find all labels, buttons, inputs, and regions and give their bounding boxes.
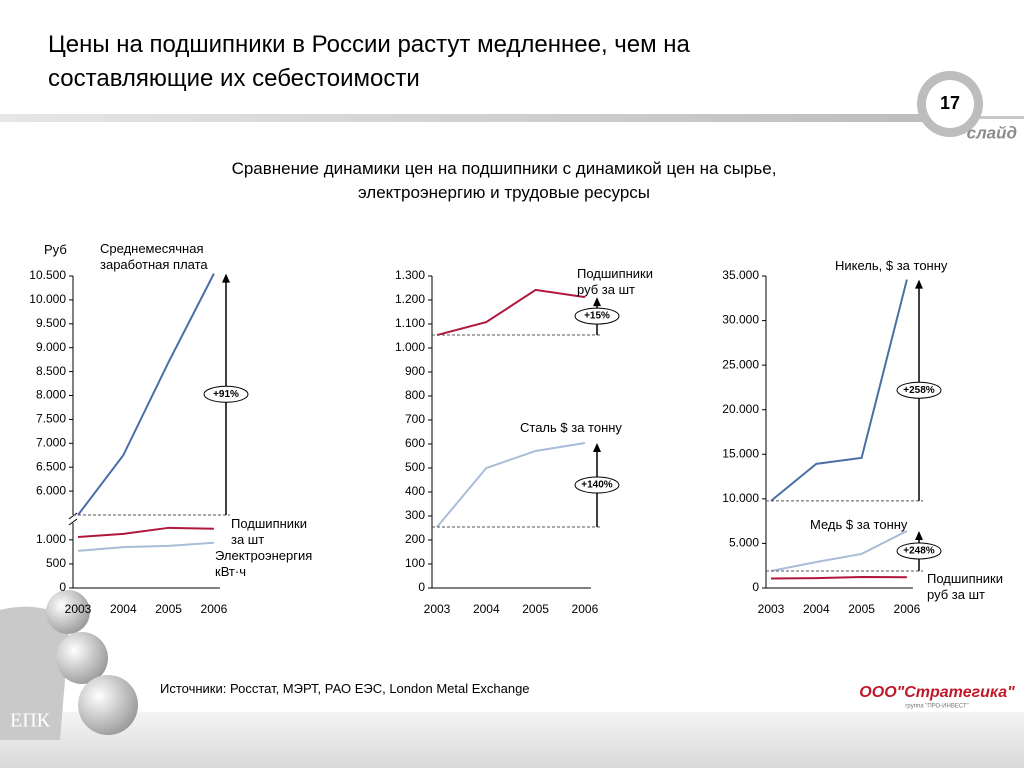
arrow-head — [593, 297, 601, 307]
arrow-head — [593, 443, 601, 453]
arrow-head — [915, 279, 923, 289]
change-badge — [896, 381, 942, 399]
change-badge — [896, 542, 942, 560]
y-tick-label: 10.000 — [29, 292, 66, 306]
series-line — [436, 442, 586, 528]
y-tick-label: 30.000 — [722, 313, 759, 327]
y-tick-label: 800 — [405, 388, 425, 402]
title-rule — [0, 114, 930, 122]
y-tick-label: 7.500 — [36, 412, 66, 426]
slide-title: Цены на подшипники в России растут медле… — [48, 31, 690, 92]
x-tick-label: 2006 — [201, 602, 228, 616]
change-label: +140% — [581, 480, 613, 491]
y-tick-label: 700 — [405, 412, 425, 426]
change-label: +91% — [213, 389, 239, 400]
series-line — [770, 575, 907, 580]
x-tick-label: 2003 — [65, 602, 92, 616]
series-label: Сталь $ за тонну — [520, 420, 622, 435]
change-label: +258% — [903, 385, 935, 396]
y-tick-label: 500 — [46, 556, 66, 570]
y-tick-label: 6.500 — [36, 459, 66, 473]
y-tick-label: 1.000 — [36, 532, 66, 546]
series-label: Медь $ за тонну — [810, 517, 908, 532]
slide-label: слайд — [967, 123, 1017, 142]
y-tick-label: 25.000 — [722, 357, 759, 371]
x-tick-label: 2005 — [155, 602, 182, 616]
change-badge — [203, 385, 249, 403]
y-tick-label: 9.000 — [36, 340, 66, 354]
change-label: +248% — [903, 546, 935, 557]
axis-break — [68, 512, 78, 520]
y-tick-label: 200 — [405, 532, 425, 546]
series-line — [77, 541, 214, 552]
y-tick-label: 300 — [405, 508, 425, 522]
y-tick-label: 400 — [405, 484, 425, 498]
y-axis-label: Руб — [44, 242, 67, 257]
y-tick-label: 7.000 — [36, 435, 66, 449]
change-badge — [574, 307, 620, 325]
series-label: Среднемесячная заработная плата — [100, 241, 208, 272]
x-tick-label: 2006 — [572, 602, 599, 616]
logo-right: ООО"Стратегика" — [859, 684, 1015, 701]
y-tick-label: 6.000 — [36, 483, 66, 497]
y-tick-label: 8.500 — [36, 364, 66, 378]
chart-subtitle: Сравнение динамики цен на подшипники с д… — [231, 159, 777, 202]
arrow-head — [222, 273, 230, 283]
y-tick-label: 0 — [752, 580, 759, 594]
y-tick-label: 10.500 — [29, 268, 66, 282]
axis-break — [68, 518, 78, 526]
y-tick-label: 1.300 — [395, 268, 425, 282]
y-tick-label: 1.000 — [395, 340, 425, 354]
series-line — [436, 288, 586, 337]
series-label: Подшипники руб за шт — [927, 571, 1003, 602]
y-tick-label: 1.100 — [395, 316, 425, 330]
series-label: Подшипники за шт — [231, 516, 307, 547]
x-tick-label: 2004 — [110, 602, 137, 616]
y-tick-label: 900 — [405, 364, 425, 378]
change-badge — [574, 476, 620, 494]
arrow-head — [915, 530, 923, 540]
y-tick-label: 8.000 — [36, 388, 66, 402]
y-tick-label: 100 — [405, 556, 425, 570]
x-tick-label: 2003 — [758, 602, 785, 616]
logo-ball — [56, 632, 108, 684]
series-line — [77, 273, 215, 516]
logo-ball — [78, 675, 138, 735]
x-tick-label: 2006 — [894, 602, 921, 616]
y-tick-label: 1.200 — [395, 292, 425, 306]
x-tick-label: 2003 — [424, 602, 451, 616]
x-tick-label: 2005 — [522, 602, 549, 616]
y-tick-label: 20.000 — [722, 402, 759, 416]
series-label: Никель, $ за тонну — [835, 258, 948, 273]
y-tick-label: 600 — [405, 436, 425, 450]
source-note: Источники: Росстат, МЭРТ, РАО ЕЭС, Londo… — [160, 681, 530, 696]
logo-shape — [0, 606, 70, 740]
series-label: Электроэнергия кВт·ч — [215, 548, 313, 579]
slide-number: 17 — [940, 93, 960, 113]
y-tick-label: 0 — [418, 580, 425, 594]
y-tick-label: 5.000 — [729, 536, 759, 550]
footer-band — [0, 712, 1024, 768]
logo-ball — [46, 590, 90, 634]
change-label: +15% — [584, 311, 610, 322]
title-rule-end — [960, 116, 1024, 119]
y-tick-label: 15.000 — [722, 446, 759, 460]
series-line — [770, 279, 908, 502]
x-tick-label: 2004 — [803, 602, 830, 616]
series-line — [77, 526, 214, 538]
slide-badge — [926, 80, 974, 128]
series-line — [770, 530, 908, 572]
y-tick-label: 0 — [59, 580, 66, 594]
logo-tagline: группа "ПРО-ИНВЕСТ" — [905, 704, 969, 710]
y-tick-label: 9.500 — [36, 316, 66, 330]
y-tick-label: 35.000 — [722, 268, 759, 282]
x-tick-label: 2004 — [473, 602, 500, 616]
series-label: Подшипники руб за шт — [577, 266, 653, 297]
x-tick-label: 2005 — [848, 602, 875, 616]
logo-left: ЕПК — [10, 710, 51, 732]
y-tick-label: 500 — [405, 460, 425, 474]
y-tick-label: 10.000 — [722, 491, 759, 505]
